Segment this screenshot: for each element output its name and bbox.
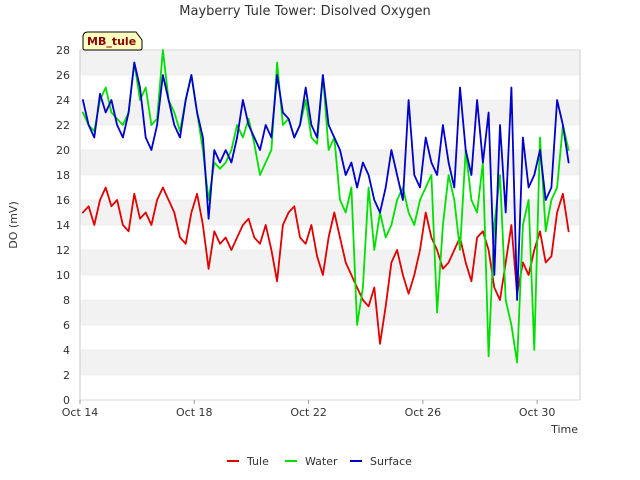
x-tick-label: Oct 26: [405, 406, 442, 419]
y-tick-label: 4: [63, 344, 70, 357]
y-tick-label: 18: [56, 169, 70, 182]
station-badge: MB_tule: [82, 31, 143, 51]
grid-band: [80, 50, 580, 75]
y-tick-label: 14: [56, 219, 70, 232]
legend: Tule Water Surface: [227, 455, 412, 468]
x-axis-ticks: Oct 14 Oct 18 Oct 22 Oct 26 Oct 30: [62, 400, 556, 419]
series-line-surface: [82, 61, 570, 301]
y-tick-label: 20: [56, 144, 70, 157]
x-tick-label: Oct 30: [519, 406, 556, 419]
legend-label-tule: Tule: [246, 455, 269, 468]
y-tick-label: 28: [56, 44, 70, 57]
x-axis-label: Time: [550, 423, 578, 436]
y-tick-label: 16: [56, 194, 70, 207]
x-tick-label: Oct 14: [62, 406, 99, 419]
grid-band: [80, 100, 580, 125]
y-tick-label: 8: [63, 294, 70, 307]
y-tick-label: 26: [56, 69, 70, 82]
y-tick-label: 6: [63, 319, 70, 332]
grid-band: [80, 150, 580, 175]
badge-box: [82, 31, 143, 51]
series-lines: [82, 49, 570, 364]
series-line-tule: [82, 186, 570, 345]
legend-label-water: Water: [305, 455, 338, 468]
y-tick-label: 2: [63, 369, 70, 382]
y-tick-label: 24: [56, 94, 70, 107]
x-tick-label: Oct 18: [176, 406, 213, 419]
grid-band: [80, 250, 580, 275]
y-tick-label: 12: [56, 244, 70, 257]
grid-band: [80, 350, 580, 375]
badge-label: MB_tule: [87, 35, 136, 48]
series-line-water: [82, 49, 570, 364]
y-tick-label: 22: [56, 119, 70, 132]
x-tick-label: Oct 22: [290, 406, 327, 419]
y-tick-label: 0: [63, 394, 70, 407]
y-tick-label: 10: [56, 269, 70, 282]
y-axis-label: DO (mV): [7, 201, 20, 248]
legend-label-surface: Surface: [370, 455, 412, 468]
grid-band: [80, 300, 580, 325]
chart-title: Mayberry Tule Tower: Disolved Oxygen: [179, 4, 430, 19]
